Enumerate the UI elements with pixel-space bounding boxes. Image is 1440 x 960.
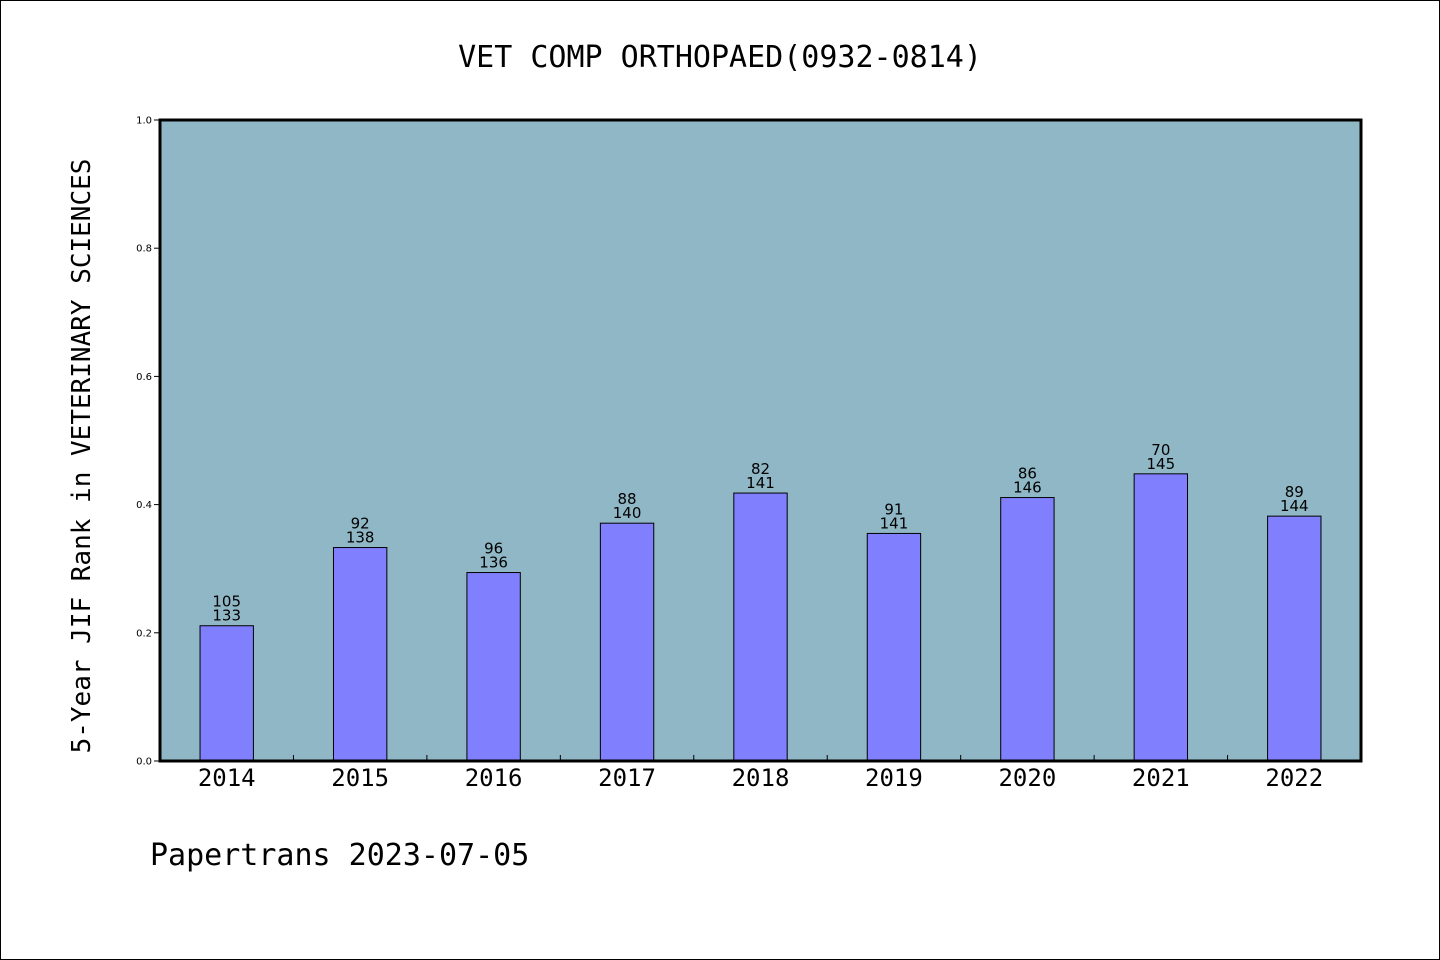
data-label-rank-2021: 70 [1151, 441, 1170, 459]
x-tick-label-2021: 2021 [1132, 764, 1190, 792]
bar-2019 [866, 532, 922, 762]
data-label-total-2015: 138 [346, 529, 375, 547]
y-tick-label: 0.6 [136, 372, 152, 383]
x-tick-label-2014: 2014 [198, 764, 256, 792]
x-tick-label-2022: 2022 [1265, 764, 1323, 792]
y-tick-label: 1.0 [136, 116, 152, 127]
x-tick-label-2018: 2018 [732, 764, 790, 792]
bar-2014 [199, 625, 254, 762]
bar-2017 [599, 522, 655, 762]
x-tick-label-2016: 2016 [465, 764, 523, 792]
chart-title: VET COMP ORTHOPAED(0932-0814) [458, 40, 982, 75]
y-tick-label: 0.2 [136, 628, 152, 639]
data-label-total-2020: 146 [1013, 479, 1042, 497]
data-labels-group: 1331051389213696140881418214191146861457… [212, 441, 1308, 625]
x-axis: 2014 2015 2016 2017 2018 2019 2020 2021 2022 [198, 755, 1323, 792]
data-label-total-2016: 136 [479, 554, 508, 572]
x-tick-label-2017: 2017 [598, 764, 656, 792]
bar-2018 [733, 492, 788, 762]
bar-2021 [1133, 473, 1189, 762]
x-tick-label-2020: 2020 [998, 764, 1056, 792]
data-label-total-2021: 145 [1147, 455, 1176, 473]
data-label-rank-2015: 92 [351, 515, 370, 533]
data-label-rank-2016: 96 [484, 540, 503, 558]
bars-group [199, 473, 1322, 762]
data-label-rank-2022: 89 [1285, 483, 1304, 501]
y-axis-label: 5-Year JIF Rank in VETERINARY SCIENCES [67, 159, 97, 754]
plot-border [158, 118, 1363, 763]
data-label-rank-2014: 105 [212, 593, 241, 611]
data-label-total-2019: 141 [880, 514, 909, 532]
bar-2020 [1000, 497, 1055, 762]
data-label-rank-2017: 88 [618, 490, 637, 508]
data-label-total-2018: 141 [746, 474, 775, 492]
y-tick-label: 0.0 [136, 757, 152, 768]
x-tick-label-2019: 2019 [865, 764, 923, 792]
data-label-rank-2018: 82 [751, 460, 770, 478]
y-tick-label: 0.8 [136, 244, 152, 255]
data-label-total-2014: 133 [212, 607, 241, 625]
data-label-total-2022: 144 [1280, 497, 1309, 515]
data-label-rank-2019: 91 [884, 500, 903, 518]
data-label-total-2017: 140 [613, 504, 642, 522]
bar-2015 [332, 547, 388, 762]
y-axis: 0.0 0.2 0.4 0.6 0.8 1.0 [136, 116, 160, 768]
y-tick-label: 0.4 [136, 500, 152, 511]
footer-credit: Papertrans 2023-07-05 [150, 838, 529, 873]
bar-2016 [466, 572, 521, 762]
data-label-rank-2020: 86 [1018, 465, 1037, 483]
x-tick-label-2015: 2015 [331, 764, 389, 792]
bar-2022 [1267, 515, 1322, 762]
